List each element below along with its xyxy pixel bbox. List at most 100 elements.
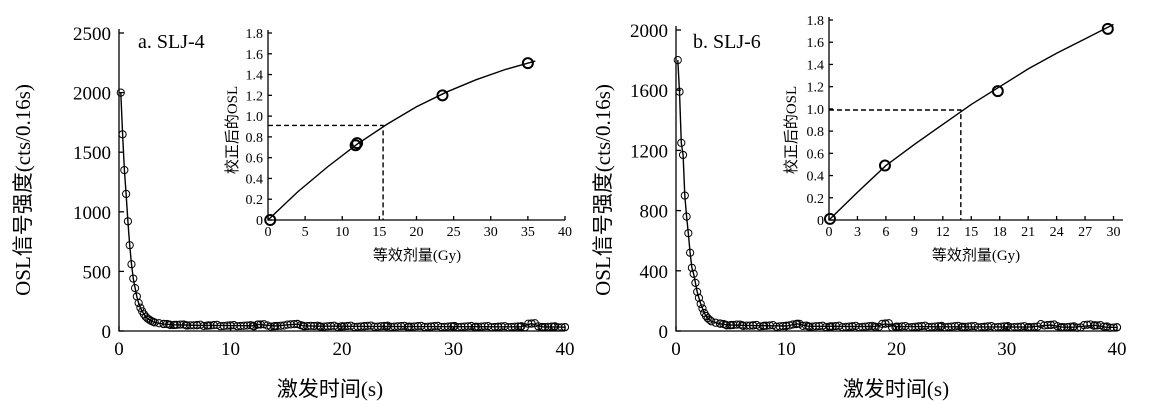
inset-x-tick-label: 15 <box>964 225 978 240</box>
inset-x-tick-label: 25 <box>447 225 461 240</box>
data-point <box>745 321 754 330</box>
x-tick-label: 40 <box>1108 339 1127 360</box>
data-point <box>924 322 933 332</box>
data-point <box>980 322 989 331</box>
inset-y-tick-label: 1.6 <box>807 36 825 51</box>
data-point <box>691 278 700 287</box>
inset-x-tick-label: 20 <box>410 225 424 240</box>
inset-y-tick-label: 1.4 <box>246 69 264 84</box>
data-point <box>1063 322 1072 332</box>
panel-a-inset: 校正后的OSL 等效剂量(Gy) 0 5 10 15 20 25 30 35 40 0 0.2 0.4… <box>224 27 572 264</box>
inset-y-tick-label: 0.6 <box>246 152 264 167</box>
data-point <box>711 318 720 327</box>
data-point <box>722 321 731 330</box>
data-point <box>680 191 689 200</box>
data-point <box>940 323 950 332</box>
data-point <box>887 323 897 332</box>
inset-y-tick-label: 0.4 <box>807 170 825 185</box>
data-point <box>894 322 903 331</box>
data-point <box>841 322 850 331</box>
data-point <box>861 322 870 331</box>
panel-a-inset-y-label: 校正后的OSL <box>224 86 241 174</box>
data-point <box>118 130 127 139</box>
data-point <box>1109 323 1118 332</box>
x-tick-label: 30 <box>444 339 463 360</box>
data-point <box>854 323 864 332</box>
data-point <box>116 88 125 97</box>
data-point <box>878 319 887 328</box>
inset-data-point <box>991 85 1004 98</box>
data-point <box>808 322 817 331</box>
panel-b: OSL信号强度(cts/0.16s) 激发时间(s) b. SLJ-6 0 10 2… <box>591 14 1127 401</box>
data-point <box>527 319 536 328</box>
data-point <box>742 321 751 330</box>
data-point <box>914 322 923 331</box>
inset-y-tick-label: 0 <box>817 214 824 229</box>
equivalent-dose-guide <box>829 109 962 220</box>
data-point <box>127 260 136 269</box>
data-point <box>1079 321 1089 330</box>
inset-y-tick-label: 0.4 <box>246 172 264 187</box>
inset-y-tick-label: 1.0 <box>807 103 825 118</box>
panel-a-y-label: OSL信号强度(cts/0.16s) <box>11 84 35 296</box>
inset-y-tick-label: 1.8 <box>246 27 264 42</box>
data-point <box>1040 321 1049 330</box>
data-point <box>306 321 315 330</box>
data-point <box>990 323 999 332</box>
data-point <box>687 263 696 272</box>
x-tick-label: 40 <box>556 339 575 360</box>
data-point <box>844 322 854 331</box>
inset-axis-lines <box>828 17 1123 221</box>
data-point <box>739 321 748 331</box>
data-point <box>788 320 797 329</box>
data-point <box>805 322 814 331</box>
data-point <box>129 274 138 283</box>
data-point <box>155 319 164 328</box>
data-point <box>838 323 847 332</box>
inset-data-point <box>823 212 836 225</box>
data-point <box>1112 323 1122 332</box>
inset-x-tick-label: 0 <box>265 225 272 240</box>
panel-a: OSL信号强度(cts/0.16s) 激发时间(s) a. SLJ-4 0 10 2… <box>11 24 575 401</box>
inset-x-tick-label: 9 <box>911 225 918 240</box>
data-point <box>871 323 880 332</box>
data-point <box>930 322 940 331</box>
data-point <box>927 322 936 331</box>
data-point <box>689 269 698 278</box>
growth-fit-curve <box>828 23 1114 221</box>
inset-y-tick-label: 0.2 <box>807 192 825 207</box>
inset-x-tick-label: 24 <box>1050 225 1064 240</box>
y-tick-label: 500 <box>83 262 112 283</box>
inset-x-tick-label: 40 <box>558 225 572 240</box>
data-point <box>1026 323 1036 332</box>
data-point <box>811 322 821 331</box>
x-tick-label: 30 <box>997 339 1016 360</box>
data-point <box>134 298 143 308</box>
y-tick-label: 2500 <box>73 24 111 45</box>
data-point <box>698 304 707 313</box>
inset-data-point <box>351 137 364 150</box>
data-point <box>557 323 566 332</box>
inset-x-tick-label: 3 <box>854 225 861 240</box>
data-point <box>911 322 920 331</box>
panel-b-inset-y-label: 校正后的OSL <box>783 86 800 174</box>
data-point <box>858 322 867 331</box>
data-point <box>166 320 175 330</box>
data-point <box>758 321 768 331</box>
data-point <box>904 323 913 332</box>
x-tick-label: 20 <box>887 339 906 360</box>
data-point <box>960 322 969 331</box>
data-point <box>1007 323 1016 332</box>
data-point <box>182 321 192 330</box>
data-point <box>122 189 131 199</box>
data-point <box>1013 322 1022 331</box>
data-point <box>1056 323 1065 332</box>
data-point <box>729 320 738 330</box>
data-point <box>693 287 702 296</box>
data-point <box>554 323 563 332</box>
inset-data-point <box>349 139 362 152</box>
panel-b-title: b. SLJ-6 <box>693 31 761 53</box>
data-point <box>1059 323 1069 332</box>
data-point <box>725 321 735 330</box>
